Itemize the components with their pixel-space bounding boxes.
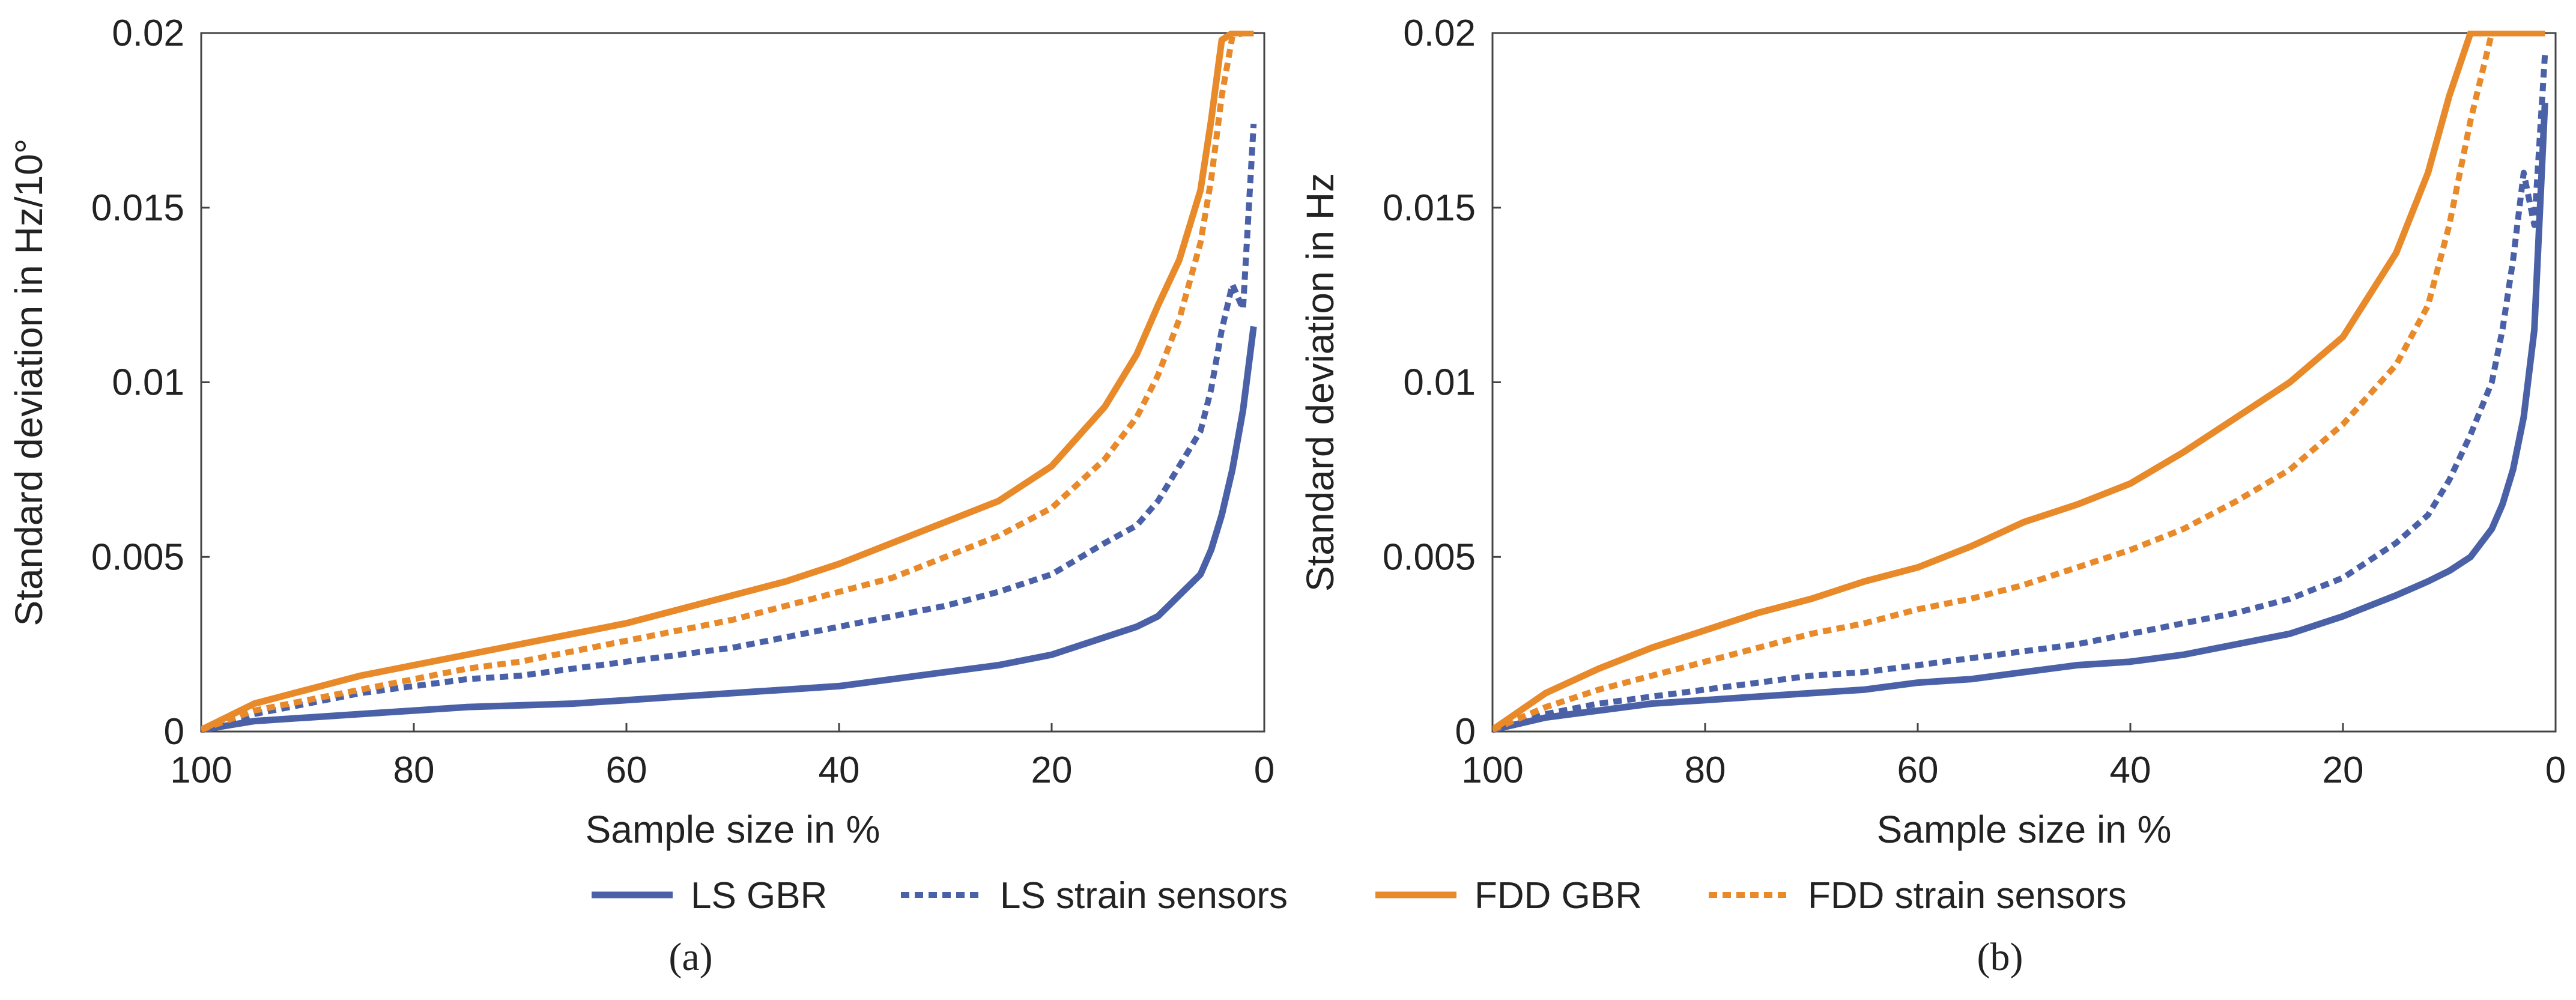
series-line-fdd-strain-sensors <box>1493 31 2545 733</box>
x-tick-label: 100 <box>1461 750 1523 791</box>
y-axis-label: Standard deviation in Hz <box>1299 173 1342 592</box>
x-tick-label: 80 <box>393 750 435 791</box>
series-line-fdd-gbr <box>201 31 1254 733</box>
x-tick-label: 20 <box>1031 750 1073 791</box>
y-tick-label: 0.02 <box>1403 13 1476 54</box>
legend-item: FDD strain sensors <box>1709 875 2127 917</box>
legend-label: LS GBR <box>691 875 827 917</box>
legend-item: FDD GBR <box>1375 875 1642 917</box>
panel-caption: (b) <box>1977 935 2023 979</box>
series-line-fdd-gbr <box>1493 31 2545 733</box>
x-tick-label: 0 <box>2545 750 2566 791</box>
y-tick-label: 0.01 <box>1403 362 1476 404</box>
x-tick-label: 60 <box>606 750 647 791</box>
y-tick-label: 0.015 <box>91 187 184 229</box>
y-tick-label: 0.005 <box>1383 536 1476 578</box>
series-line-ls-gbr <box>201 326 1257 733</box>
y-tick-label: 0 <box>164 711 184 753</box>
legend-label: FDD GBR <box>1474 875 1642 917</box>
legend-item: LS strain sensors <box>901 875 1288 917</box>
x-tick-label: 40 <box>2110 750 2151 791</box>
x-tick-label: 100 <box>170 750 232 791</box>
x-tick-label: 20 <box>2323 750 2364 791</box>
x-axis-label: Sample size in % <box>586 808 880 851</box>
y-tick-label: 0 <box>1455 711 1476 753</box>
legend: LS GBR LS strain sensors FDD GBR FDD strain… <box>592 875 2127 917</box>
plot-frame <box>1491 32 2557 733</box>
y-axis-label: Standard deviation in Hz/10° <box>7 139 50 626</box>
legend-label: FDD strain sensors <box>1808 875 2127 917</box>
x-tick-label: 80 <box>1685 750 1726 791</box>
panel-caption: (a) <box>668 935 712 979</box>
series-line-ls-strain-sensors <box>1493 53 2548 733</box>
plot-frame <box>200 32 1265 733</box>
chart-panel-a: 0 0.005 0.01 0.015 0.02 100 80 60 40 20 0 Sample si… <box>7 13 1274 979</box>
legend-label: LS strain sensors <box>1000 875 1288 917</box>
series-line-ls-gbr <box>1493 103 2548 733</box>
x-tick-label: 40 <box>819 750 860 791</box>
y-tick-label: 0.01 <box>112 362 184 404</box>
y-tick-label: 0.02 <box>112 13 184 54</box>
x-tick-label: 0 <box>1254 750 1274 791</box>
y-tick-label: 0.015 <box>1383 187 1476 229</box>
y-tick-label: 0.005 <box>91 536 184 578</box>
legend-item: LS GBR <box>592 875 827 917</box>
series-line-ls-strain-sensors <box>201 123 1257 733</box>
x-axis-label: Sample size in % <box>1877 808 2172 851</box>
x-tick-label: 60 <box>1897 750 1939 791</box>
chart-panel-b: 0 0.005 0.01 0.015 0.02 100 80 60 40 20 0 Sample si… <box>1299 13 2566 979</box>
series-line-fdd-strain-sensors <box>201 31 1254 733</box>
